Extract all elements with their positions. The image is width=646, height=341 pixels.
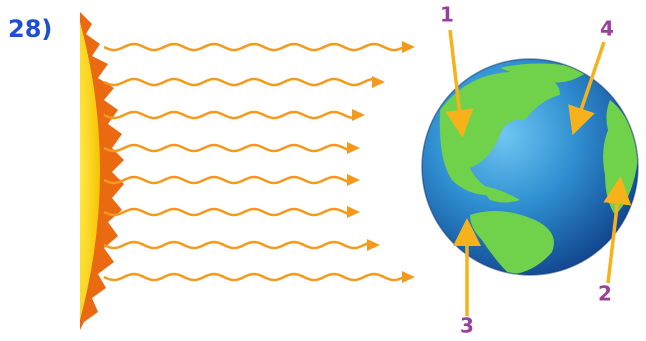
sun [80, 12, 124, 330]
ray-head [402, 271, 415, 283]
label-1: 1 [440, 3, 454, 27]
ray-head [402, 41, 415, 53]
label-4: 4 [600, 17, 614, 41]
ray [103, 175, 351, 185]
ray [103, 42, 405, 52]
pointer-arrows [445, 29, 632, 316]
ray-head [347, 174, 360, 186]
ray [103, 272, 405, 282]
ray-head [367, 239, 380, 251]
globe [421, 58, 639, 276]
pointer-1 [445, 29, 474, 138]
sun-rays [103, 41, 415, 283]
label-2: 2 [598, 282, 612, 306]
label-3: 3 [460, 314, 474, 338]
ray-head [352, 109, 365, 121]
pointer-2 [603, 176, 632, 284]
pointer-4 [568, 41, 606, 136]
ray [103, 207, 351, 217]
ray-head [347, 142, 360, 154]
ray [103, 143, 351, 153]
ray [103, 240, 371, 250]
question-number: 28) [8, 15, 52, 43]
ray [103, 77, 375, 87]
ray-head [347, 206, 360, 218]
ray [103, 110, 355, 120]
ray-head [372, 76, 385, 88]
